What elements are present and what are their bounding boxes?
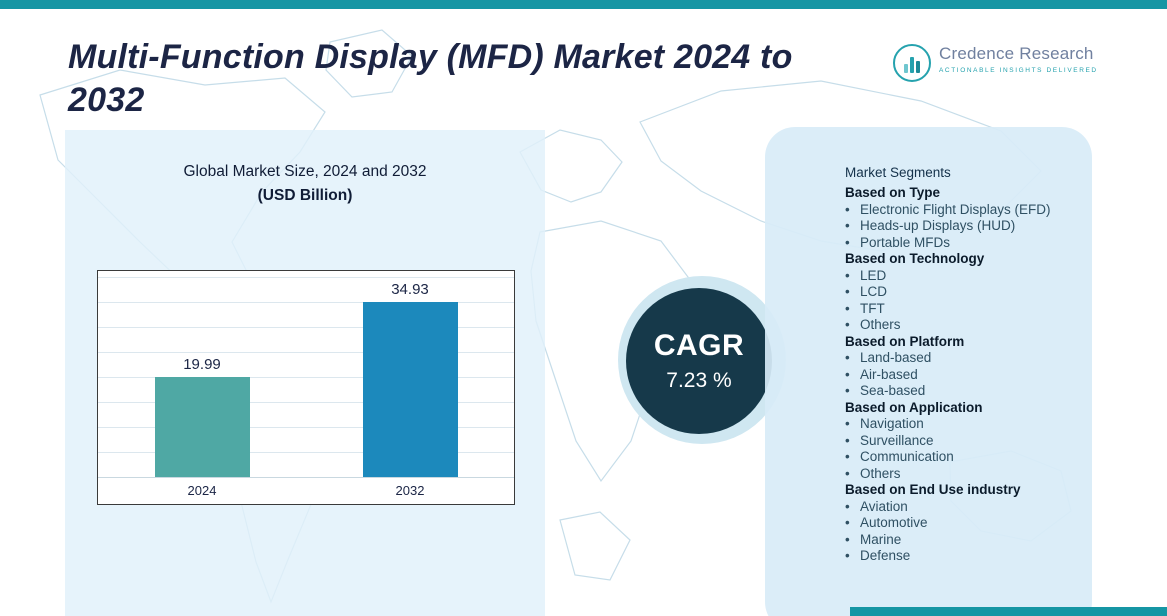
segment-item-label: Others: [860, 465, 901, 481]
cagr-badge-ring: CAGR 7.23 %: [618, 276, 786, 444]
segment-item: • Electronic Flight Displays (EFD): [845, 202, 1074, 219]
bottom-accent-strip: [850, 607, 1167, 616]
credence-research-logo: Credence Research Actionable Insights De…: [893, 44, 1098, 82]
segments-list: Based on Type • Electronic Flight Displays…: [845, 185, 1074, 565]
segment-item: • Land-based: [845, 350, 1074, 367]
segment-header: Based on Platform: [845, 333, 965, 349]
segment-item: • Aviation: [845, 499, 1074, 516]
bar-group-2024: 19.99: [98, 277, 306, 477]
bullet-icon: •: [845, 515, 850, 530]
segment-item: • Surveillance: [845, 433, 1074, 450]
chart-title: Global Market Size, 2024 and 2032 (USD B…: [65, 160, 545, 208]
segments-title: Market Segments: [845, 165, 951, 180]
bar-chart-logo-icon: [893, 44, 931, 82]
bullet-icon: •: [845, 267, 850, 283]
segment-item: • LED: [845, 268, 1074, 285]
segment-item: • Defense: [845, 548, 1074, 565]
bullet-icon: •: [845, 383, 850, 398]
x-axis-label-2024: 2024: [187, 483, 217, 498]
bar-value-label: 19.99: [183, 356, 221, 374]
segment-header: Based on Type: [845, 185, 941, 200]
segment-item-label: Air-based: [860, 366, 918, 382]
bullet-icon: •: [845, 548, 850, 563]
x-axis-labels: 2024 2032: [98, 478, 514, 504]
segment-item-label: Land-based: [860, 350, 932, 365]
segment-item-label: Automotive: [860, 515, 928, 530]
bullet-icon: •: [845, 432, 850, 448]
segment-item: • Others: [845, 466, 1074, 483]
bullet-icon: •: [845, 531, 850, 547]
segment-item-label: Others: [860, 317, 901, 332]
page-title: Multi-Function Display (MFD) Market 2024…: [68, 38, 793, 119]
segment-item: • LCD: [845, 284, 1074, 301]
market-segments-panel: Market Segments Based on Type • Electronic…: [765, 127, 1092, 616]
segment-item: • Communication: [845, 449, 1074, 466]
cagr-label: CAGR: [653, 329, 745, 362]
bullet-icon: •: [845, 449, 850, 464]
segment-item: • Heads-up Displays (HUD): [845, 218, 1074, 235]
bullet-icon: •: [845, 300, 850, 316]
segment-item-label: Defense: [860, 548, 911, 563]
bullet-icon: •: [845, 465, 850, 481]
segment-item-label: LED: [860, 267, 887, 283]
segment-item-label: Electronic Flight Displays (EFD): [860, 201, 1051, 217]
bar-group-2032: 34.93: [306, 277, 514, 477]
segment-item: • Navigation: [845, 416, 1074, 433]
bar-2024: [154, 377, 250, 477]
top-accent-strip: [0, 0, 1167, 9]
segment-item-label: Surveillance: [860, 432, 934, 448]
chart-subtitle: (USD Billion): [257, 187, 353, 205]
segment-item: • TFT: [845, 301, 1074, 318]
bullet-icon: •: [845, 284, 850, 299]
segment-item: • Portable MFDs: [845, 235, 1074, 252]
segment-item-label: Aviation: [860, 498, 908, 514]
bar-value-label: 34.93: [391, 281, 429, 299]
segment-item: • Marine: [845, 532, 1074, 549]
plot-area: 19.99 34.93: [98, 277, 514, 478]
bullet-icon: •: [845, 498, 850, 514]
segment-item: • Others: [845, 317, 1074, 334]
segment-item-label: LCD: [860, 284, 888, 299]
segment-header: Based on End Use industry: [845, 482, 1021, 497]
x-axis-label-2032: 2032: [395, 483, 425, 498]
segment-item-label: Sea-based: [860, 383, 926, 398]
cagr-badge: CAGR 7.23 %: [626, 288, 772, 434]
cagr-value: 7.23 %: [666, 369, 732, 392]
segment-item-label: Marine: [860, 531, 902, 547]
bullet-icon: •: [845, 416, 850, 431]
bar-2032: [362, 302, 458, 477]
logo-name: Credence Research: [939, 44, 1094, 63]
segment-item: • Sea-based: [845, 383, 1074, 400]
bullet-icon: •: [845, 350, 850, 365]
segment-header: Based on Application: [845, 399, 983, 415]
segment-item: • Air-based: [845, 367, 1074, 384]
segment-item-label: Heads-up Displays (HUD): [860, 218, 1016, 233]
segment-item-label: Portable MFDs: [860, 234, 951, 250]
segment-item-label: TFT: [860, 300, 885, 316]
chart-title-line: Global Market Size, 2024 and 2032: [183, 163, 427, 180]
segment-item-label: Navigation: [860, 416, 924, 431]
bar-chart: 19.99 34.93 2024 2032: [97, 270, 515, 505]
bullet-icon: •: [845, 366, 850, 382]
bullet-icon: •: [845, 234, 850, 250]
segment-item-label: Communication: [860, 449, 954, 464]
market-size-panel: Global Market Size, 2024 and 2032 (USD B…: [65, 130, 545, 616]
bullet-icon: •: [845, 201, 850, 217]
bullet-icon: •: [845, 317, 850, 332]
bullet-icon: •: [845, 218, 850, 233]
logo-tagline: Actionable Insights Delivered: [939, 67, 1098, 74]
segment-item: • Automotive: [845, 515, 1074, 532]
segment-header: Based on Technology: [845, 251, 985, 266]
